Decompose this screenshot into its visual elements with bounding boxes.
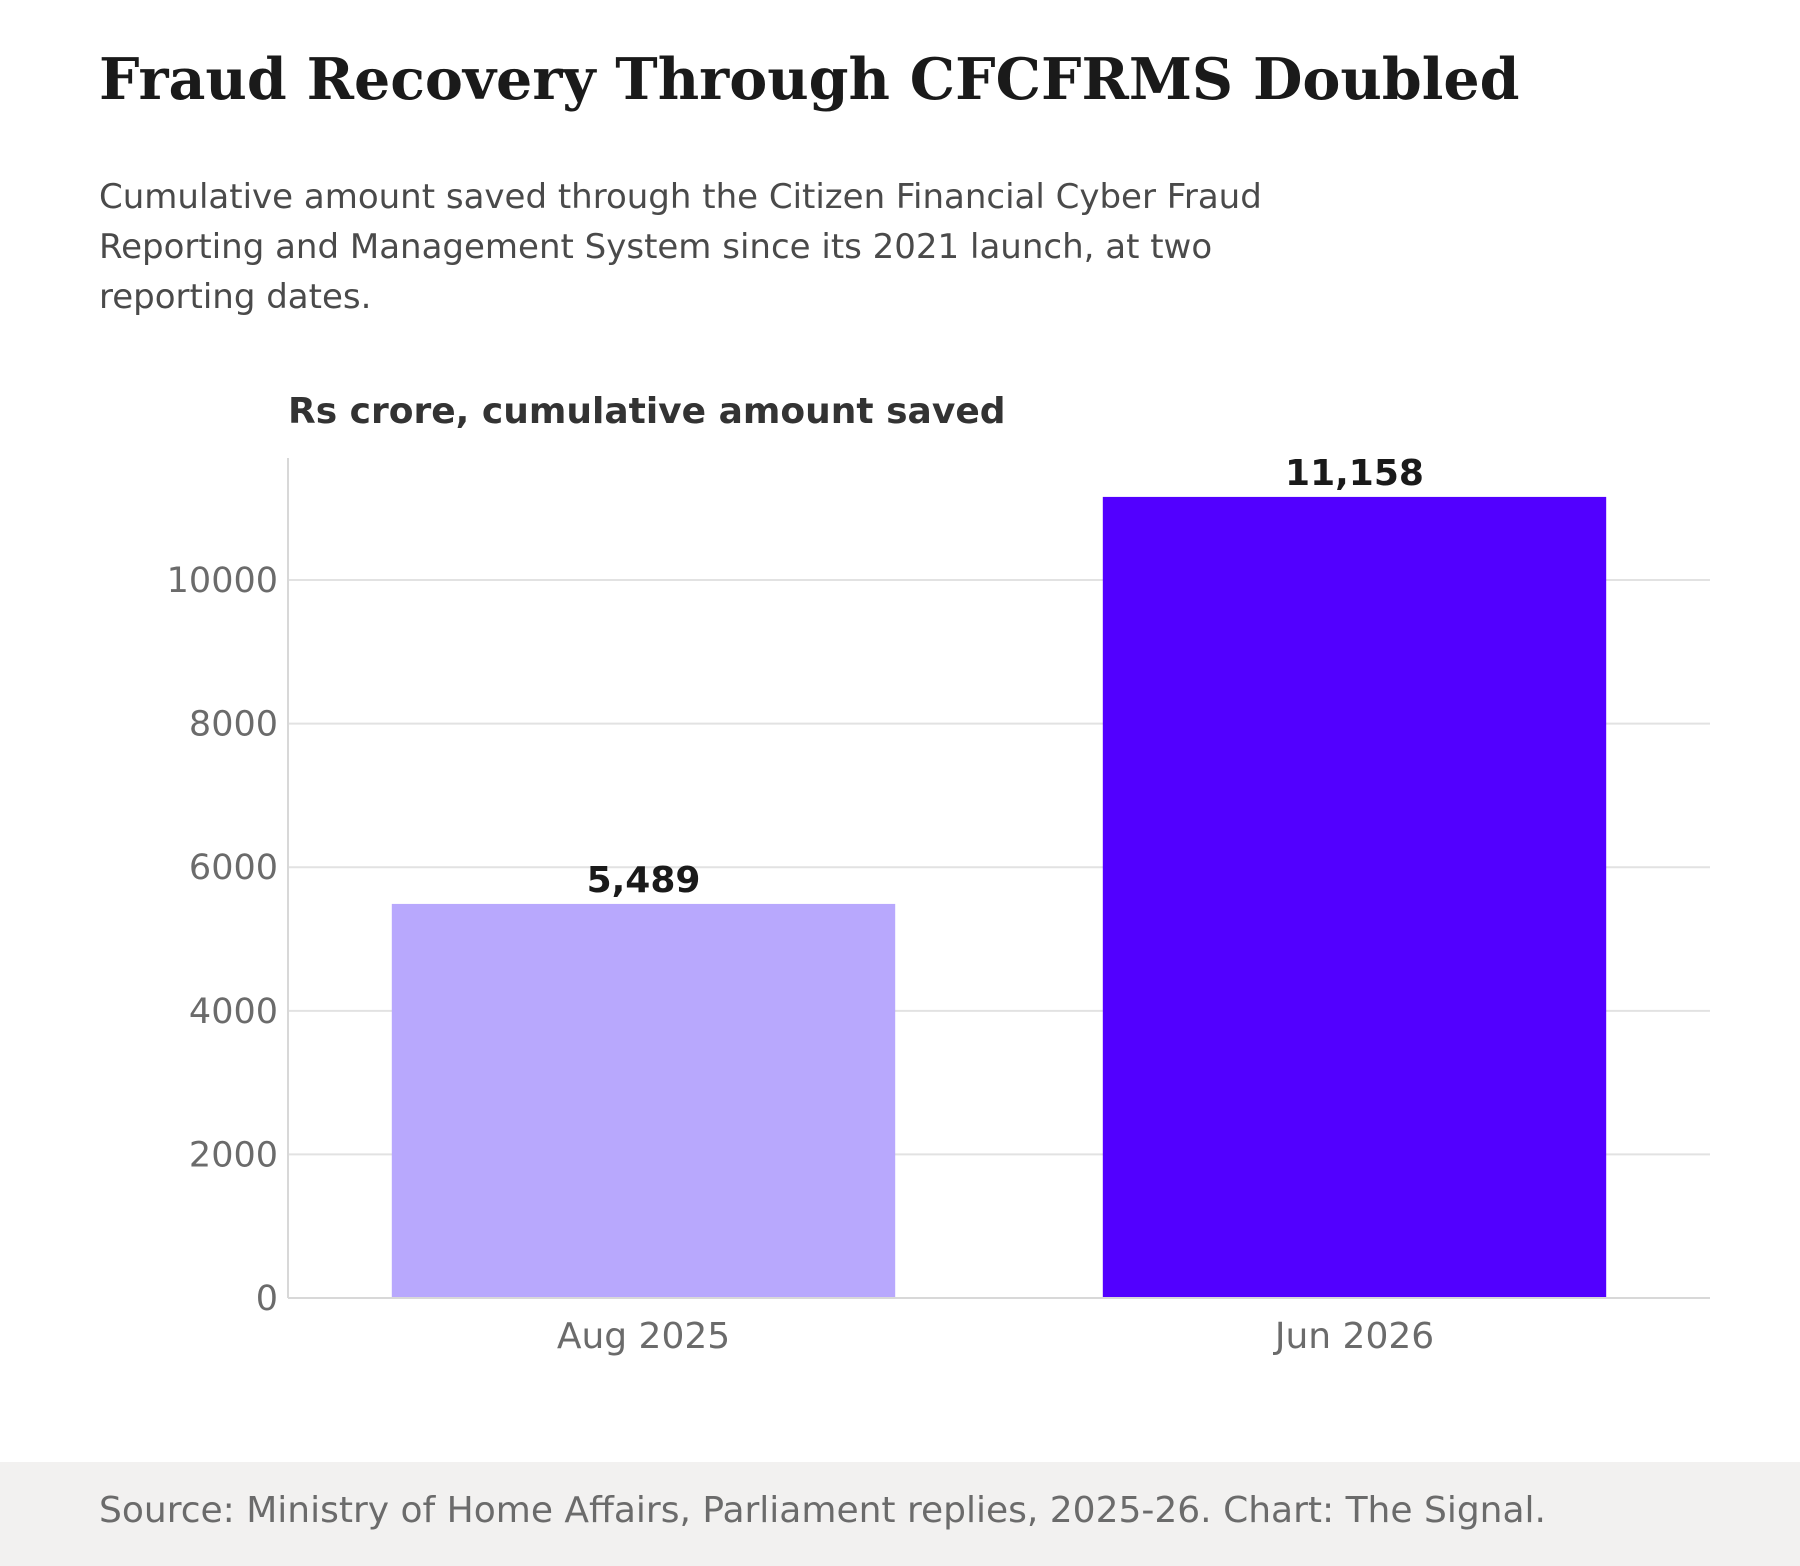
bar-value-label: 5,489 [587, 860, 701, 901]
source-note: Source: Ministry of Home Affairs, Parlia… [99, 1490, 1546, 1531]
chart-subtitle: Cumulative amount saved through the Citi… [99, 177, 1262, 317]
bar-chart: Rs crore, cumulative amount saved 0 2000 4… [167, 391, 1710, 1357]
x-tick-label: Aug 2025 [557, 1316, 730, 1357]
y-tick-label: 0 [256, 1279, 278, 1319]
y-tick-label: 8000 [189, 705, 278, 745]
y-tick-label: 6000 [189, 848, 278, 888]
x-tick-label: Jun 2026 [1273, 1316, 1434, 1357]
bar [1102, 496, 1607, 1298]
chart-title: Fraud Recovery Through CFCFRMS Doubled [99, 46, 1520, 113]
bars [391, 496, 1607, 1298]
y-tick-label: 2000 [189, 1135, 278, 1175]
y-tick-label: 4000 [189, 992, 278, 1032]
bar [391, 903, 896, 1298]
labels: 0 2000 4000 6000 8000 10000 5,489 Aug 2025 11,15… [167, 453, 1435, 1357]
bar-value-label: 11,158 [1285, 453, 1424, 494]
y-tick-label: 10000 [167, 561, 278, 601]
y-axis-unit-label: Rs crore, cumulative amount saved [288, 391, 1006, 432]
footer: Source: Ministry of Home Affairs, Parlia… [0, 1462, 1800, 1566]
axes [287, 458, 1710, 1299]
